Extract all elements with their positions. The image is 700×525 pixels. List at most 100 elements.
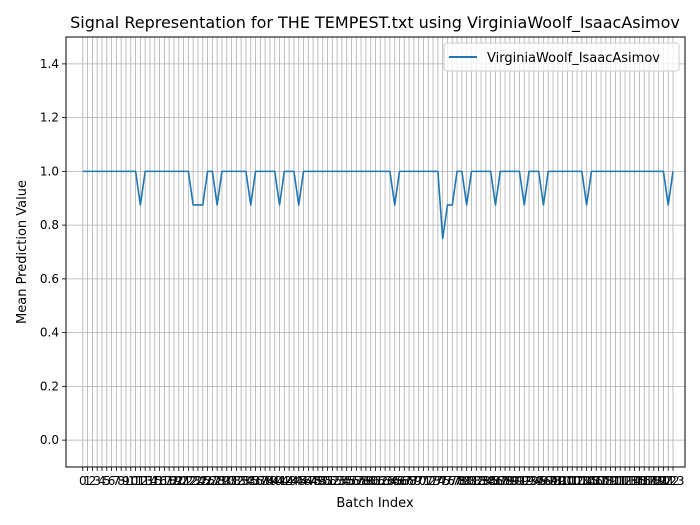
x-tick-label: 21 bbox=[176, 474, 191, 488]
x-tick-label: 57 bbox=[349, 474, 364, 488]
x-tick-label: 114 bbox=[618, 474, 641, 488]
x-tick-label: 33 bbox=[234, 474, 249, 488]
x-tick-label: 110 bbox=[599, 474, 622, 488]
x-tick-label: 93 bbox=[521, 474, 536, 488]
x-tick-label: 95 bbox=[531, 474, 546, 488]
x-tick-label: 36 bbox=[248, 474, 263, 488]
x-tick-label: 34 bbox=[238, 474, 253, 488]
x-tick-label: 54 bbox=[334, 474, 349, 488]
x-tick-label: 94 bbox=[526, 474, 541, 488]
x-tick-label: 43 bbox=[281, 474, 296, 488]
x-tick-label: 86 bbox=[488, 474, 503, 488]
x-tick-label: 117 bbox=[633, 474, 656, 488]
x-tick-label: 44 bbox=[286, 474, 301, 488]
x-tick-label: 69 bbox=[406, 474, 421, 488]
x-tick-label: 29 bbox=[214, 474, 229, 488]
x-tick-label: 122 bbox=[657, 474, 680, 488]
x-tick-label: 50 bbox=[315, 474, 330, 488]
x-tick-label: 13 bbox=[138, 474, 153, 488]
x-tick-label: 98 bbox=[545, 474, 560, 488]
x-tick-label: 102 bbox=[561, 474, 584, 488]
legend-box bbox=[443, 42, 680, 72]
x-tick-label: 1 bbox=[84, 474, 92, 488]
x-tick-label: 45 bbox=[291, 474, 306, 488]
x-tick-label: 40 bbox=[267, 474, 282, 488]
x-tick-label: 106 bbox=[580, 474, 603, 488]
x-tick-label: 60 bbox=[363, 474, 378, 488]
y-tick-label: 0.2 bbox=[40, 379, 59, 393]
x-tick-label: 66 bbox=[392, 474, 407, 488]
x-tick-label: 82 bbox=[469, 474, 484, 488]
x-tick-label: 28 bbox=[210, 474, 225, 488]
y-tick-label: 1.0 bbox=[40, 164, 59, 178]
x-tick-label: 17 bbox=[157, 474, 172, 488]
legend: VirginiaWoolf_IsaacAsimov bbox=[443, 42, 680, 72]
y-tick-label: 0.8 bbox=[40, 218, 59, 232]
x-tick-label: 27 bbox=[205, 474, 220, 488]
x-tick-label: 2 bbox=[89, 474, 97, 488]
x-tick-label: 81 bbox=[464, 474, 479, 488]
x-tick-label: 7 bbox=[113, 474, 121, 488]
x-tick-label: 56 bbox=[344, 474, 359, 488]
series-layer bbox=[82, 170, 674, 240]
x-tick-label: 14 bbox=[142, 474, 157, 488]
x-tick-label: 51 bbox=[320, 474, 335, 488]
x-tick-label: 84 bbox=[478, 474, 493, 488]
x-tick-label: 12 bbox=[133, 474, 148, 488]
x-tick-label: 103 bbox=[566, 474, 589, 488]
x-tick-label: 118 bbox=[638, 474, 661, 488]
x-tick-label: 104 bbox=[570, 474, 593, 488]
x-tick-label: 119 bbox=[642, 474, 665, 488]
y-tick-label: 1.2 bbox=[40, 111, 59, 125]
x-tick-label: 108 bbox=[590, 474, 613, 488]
x-tick-label: 99 bbox=[550, 474, 565, 488]
x-tick-label: 72 bbox=[421, 474, 436, 488]
x-tick-label: 68 bbox=[401, 474, 416, 488]
x-tick-label: 71 bbox=[416, 474, 431, 488]
x-tick-label: 39 bbox=[262, 474, 277, 488]
x-tick-label: 109 bbox=[594, 474, 617, 488]
x-tick-label: 10 bbox=[123, 474, 138, 488]
x-tick-label: 67 bbox=[397, 474, 412, 488]
x-tick-label: 47 bbox=[301, 474, 316, 488]
x-tick-label: 92 bbox=[517, 474, 532, 488]
x-tick-label: 63 bbox=[377, 474, 392, 488]
x-tick-label: 91 bbox=[512, 474, 527, 488]
x-tick-label: 32 bbox=[229, 474, 244, 488]
x-tick-label: 58 bbox=[353, 474, 368, 488]
x-tick-label: 96 bbox=[536, 474, 551, 488]
x-tick-label: 112 bbox=[609, 474, 632, 488]
x-tick-label: 79 bbox=[454, 474, 469, 488]
x-tick-label: 77 bbox=[445, 474, 460, 488]
x-tick-label: 3 bbox=[93, 474, 101, 488]
series-line bbox=[82, 170, 674, 240]
y-axis: 0.0 0.2 0.4 0.6 0.8 1.0 1.2 1.4 bbox=[40, 57, 66, 447]
x-tick-label: 59 bbox=[358, 474, 373, 488]
x-tick-label: 5 bbox=[103, 474, 111, 488]
x-tick-label: 107 bbox=[585, 474, 608, 488]
x-tick-label: 88 bbox=[497, 474, 512, 488]
x-tick-label: 53 bbox=[329, 474, 344, 488]
x-tick-label: 9 bbox=[122, 474, 130, 488]
y-axis-label: Mean Prediction Value bbox=[15, 180, 30, 324]
x-axis-label: Batch Index bbox=[336, 496, 414, 511]
x-tick-label: 22 bbox=[181, 474, 196, 488]
x-tick-label: 74 bbox=[430, 474, 445, 488]
chart-title: Signal Representation for THE TEMPEST.tx… bbox=[70, 13, 680, 33]
x-tick-label: 64 bbox=[382, 474, 397, 488]
x-tick-label: 89 bbox=[502, 474, 517, 488]
legend-label: VirginiaWoolf_IsaacAsimov bbox=[487, 51, 660, 66]
x-tick-label: 42 bbox=[277, 474, 292, 488]
x-tick-label: 0 bbox=[79, 474, 87, 488]
x-tick-label: 78 bbox=[449, 474, 464, 488]
x-axis: 0123456789101112131415161718192021222324… bbox=[79, 467, 684, 488]
x-tick-label: 35 bbox=[243, 474, 258, 488]
x-tick-label: 113 bbox=[614, 474, 637, 488]
x-tick-label: 31 bbox=[224, 474, 239, 488]
x-tick-label: 55 bbox=[339, 474, 354, 488]
x-tick-label: 121 bbox=[652, 474, 675, 488]
x-tick-label: 61 bbox=[368, 474, 383, 488]
x-tick-label: 65 bbox=[387, 474, 402, 488]
x-tick-label: 6 bbox=[108, 474, 116, 488]
